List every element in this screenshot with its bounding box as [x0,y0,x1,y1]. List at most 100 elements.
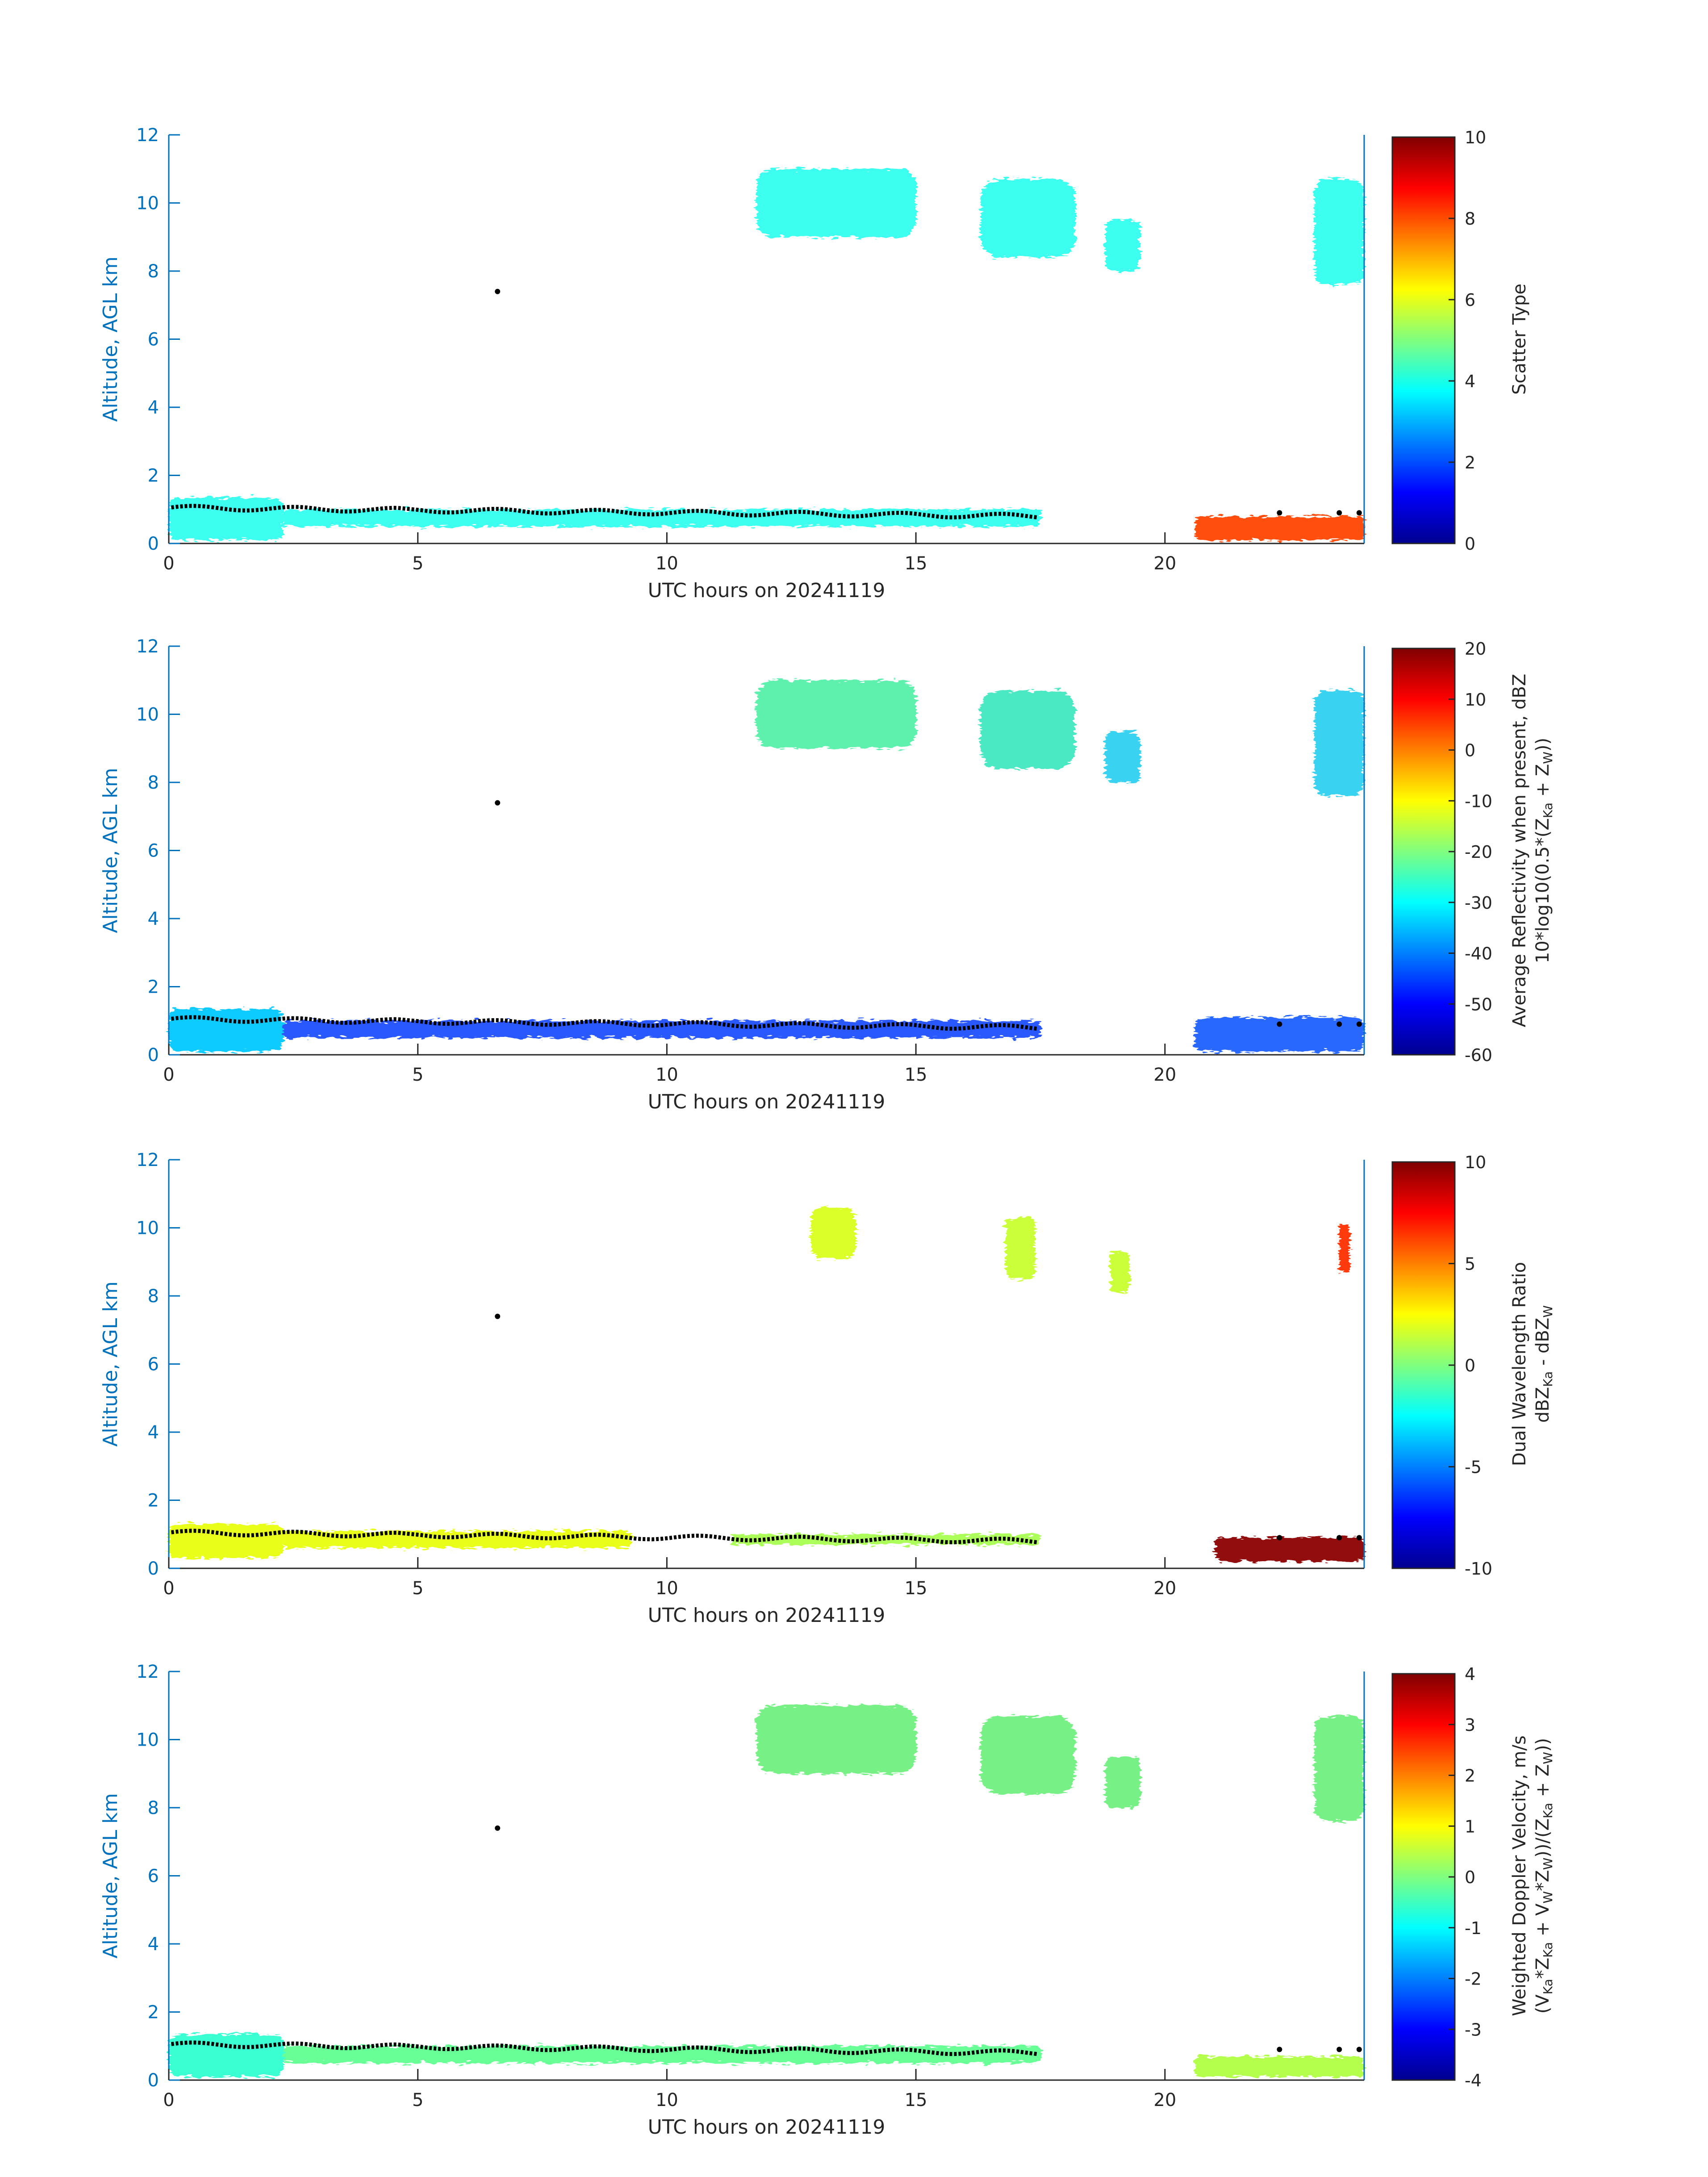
subscript: W [1541,752,1555,764]
colorbar-tick-label: -1 [1465,1918,1482,1938]
colorbar-label-line-2: dBZKa - dBZW [1533,1305,1555,1423]
subscript: Ka [1541,1371,1555,1387]
ceiling-point-4 [1356,510,1362,516]
colorbar-label: Dual Wavelength Ratio dBZKa - dBZW [1509,1262,1555,1466]
x-tick-label: 15 [905,553,927,574]
colorbar-tick-label: -50 [1465,994,1492,1014]
data-region-1 [169,1009,284,1052]
colorbar-tick-label: 10 [1465,128,1486,147]
colorbar [1391,1161,1456,1569]
y-axis-label: Altitude, AGL km [99,256,122,422]
colorbar-tick-label: -10 [1465,1559,1492,1579]
y-tick-label: 4 [148,1422,159,1443]
colorbar-tick-label: -3 [1465,2020,1482,2039]
label-part: *Z [1533,1870,1553,1891]
x-tick-label: 0 [163,2090,174,2110]
data-region-5 [1105,1756,1140,1808]
data-layer [169,1705,1364,2077]
colorbar-label-line-2: (VKa*ZKa + VW*ZW))/(ZKa + ZW)) [1533,1738,1555,2014]
x-axis-label: UTC hours on 20241119 [648,579,885,602]
y-tick-label: 12 [136,125,159,146]
y-tick-label: 6 [148,841,159,861]
subscript: Ka [1541,1942,1555,1958]
colorbar-label-line-2: 10*log10(0.5*(ZKa + ZW)) [1533,738,1555,963]
ceiling-point-3 [1336,510,1342,516]
y-tick-label: 10 [136,705,159,725]
ceiling-point-3 [1336,2047,1342,2052]
colorbar-tick-label: 5 [1465,1254,1475,1274]
colorbar-tick-label: 0 [1465,534,1475,554]
colorbar-label: Average Reflectivity when present, dBZ 10… [1509,674,1555,1027]
x-tick-label: 20 [1153,2090,1176,2110]
y-tick-label: 0 [148,2070,159,2091]
ceiling-point-1 [495,1313,501,1319]
y-tick-label: 0 [148,534,159,554]
subscript: W [1541,1858,1555,1870]
data-region-3 [756,169,916,237]
data-region-2 [283,509,1040,526]
colorbar-tick-label: 10 [1465,690,1486,710]
data-region-3 [756,1705,916,1774]
colorbar-tick-label: 4 [1465,1664,1475,1684]
x-tick-label: 10 [656,1065,678,1085]
y-tick-label: 8 [148,261,159,282]
x-tick-label: 20 [1153,1578,1176,1599]
chart-panel-3: 0 2 4 6 8 10 12 0 5 10 15 20 UTC hours on 20241119 Al… [99,1150,1555,1627]
data-region-4 [981,690,1076,769]
label-part: )) [1533,738,1553,752]
data-region-1 [169,497,284,540]
y-axis-label: Altitude, AGL km [99,1793,122,1958]
cloud-base-trace [171,1015,1038,1031]
data-region-7 [1194,516,1364,540]
label-part: (V [1533,1994,1553,2014]
chart-panel-2: 0 2 4 6 8 10 12 0 5 10 15 20 UTC hours on 20241119 Al… [99,636,1555,1113]
data-region-1 [169,1524,284,1559]
y-tick-label: 6 [148,330,159,350]
data-region-7 [1339,1224,1349,1272]
colorbar-tick-label: -60 [1465,1045,1492,1065]
colorbar-tick-label: -2 [1465,1969,1482,1989]
data-layer [169,169,1364,540]
label-part: + Z [1533,764,1553,802]
x-tick-label: 10 [656,1578,678,1599]
y-tick-label: 12 [136,636,159,657]
ceiling-point-2 [1277,1021,1282,1027]
colorbar-tick-label: -4 [1465,2071,1482,2090]
colorbar-tick-label: 1 [1465,1817,1475,1836]
data-region-3 [756,680,916,748]
data-region-2 [283,2046,1040,2063]
data-region-4 [981,179,1076,258]
y-tick-label: 10 [136,1218,159,1239]
colorbar-tick-label: -30 [1465,893,1492,913]
y-tick-label: 6 [148,1354,159,1375]
y-tick-label: 8 [148,773,159,793]
data-region-8 [1215,1538,1364,1562]
data-region-6 [1314,179,1364,285]
colorbar-label: Weighted Doppler Velocity, m/s (VKa*ZKa +… [1509,1735,1555,2016]
x-axis-label: UTC hours on 20241119 [648,2116,885,2139]
data-region-5 [1105,220,1140,271]
data-region-1 [169,2034,284,2077]
y-tick-label: 2 [148,1491,159,1511]
label-part: 10*log10(0.5*(Z [1533,818,1553,963]
data-region-6 [1314,1716,1364,1822]
y-tick-label: 8 [148,1286,159,1307]
colorbar-tick-label: 4 [1465,372,1475,391]
colorbar-label-line-1: Dual Wavelength Ratio [1509,1262,1530,1466]
y-tick-label: 2 [148,977,159,998]
colorbar-tick-label: 10 [1465,1153,1486,1172]
y-tick-label: 10 [136,193,159,214]
x-tick-label: 0 [163,553,174,574]
y-tick-label: 6 [148,1866,159,1887]
ceiling-point-4 [1356,2047,1362,2052]
colorbar-tick-label: 2 [1465,453,1475,472]
y-tick-label: 2 [148,466,159,486]
subscript: Ka [1541,1979,1555,1994]
ceiling-point-2 [1277,2047,1282,2052]
colorbar-tick-label: 0 [1465,1868,1475,1887]
y-tick-label: 4 [148,397,159,418]
ceiling-point-4 [1356,1021,1362,1027]
data-region-6 [1314,690,1364,796]
x-tick-label: 20 [1153,553,1176,574]
